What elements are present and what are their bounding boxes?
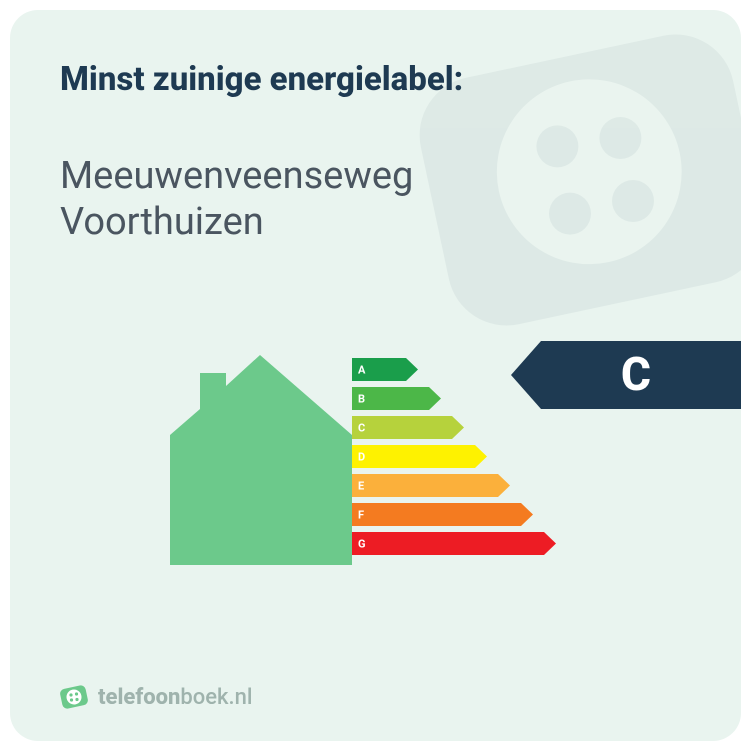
energy-bar-g: G bbox=[352, 532, 556, 555]
energy-bar-d: D bbox=[352, 445, 556, 468]
energy-bar-c: C bbox=[352, 416, 556, 439]
card-subtitle: Meeuwenveenseweg Voorthuizen bbox=[60, 154, 691, 245]
subtitle-line-2: Voorthuizen bbox=[60, 200, 691, 246]
bar-letter: G bbox=[358, 537, 366, 550]
selected-label-badge: C bbox=[511, 341, 741, 409]
footer: telefoonboek.nl bbox=[60, 683, 691, 711]
footer-brand-bold: telefoon bbox=[98, 685, 180, 710]
energy-bar-f: F bbox=[352, 503, 556, 526]
house-icon bbox=[170, 355, 352, 569]
bar-letter: E bbox=[358, 479, 364, 492]
subtitle-line-1: Meeuwenveenseweg bbox=[60, 154, 691, 200]
bar-letter: B bbox=[358, 392, 365, 405]
footer-logo-icon bbox=[60, 683, 88, 711]
bar-letter: C bbox=[358, 421, 365, 434]
bar-letter: F bbox=[358, 508, 364, 521]
energy-bar-e: E bbox=[352, 474, 556, 497]
card-title: Minst zuinige energielabel: bbox=[60, 60, 691, 99]
info-card: Minst zuinige energielabel: Meeuwenveens… bbox=[10, 10, 741, 741]
footer-brand: telefoonboek.nl bbox=[98, 685, 253, 710]
energy-chart: A B C D E F G C bbox=[60, 315, 691, 663]
selected-label-letter: C bbox=[621, 348, 651, 402]
bar-letter: D bbox=[358, 450, 365, 463]
bar-letter: A bbox=[358, 363, 365, 376]
footer-brand-light: boek.nl bbox=[180, 685, 252, 710]
